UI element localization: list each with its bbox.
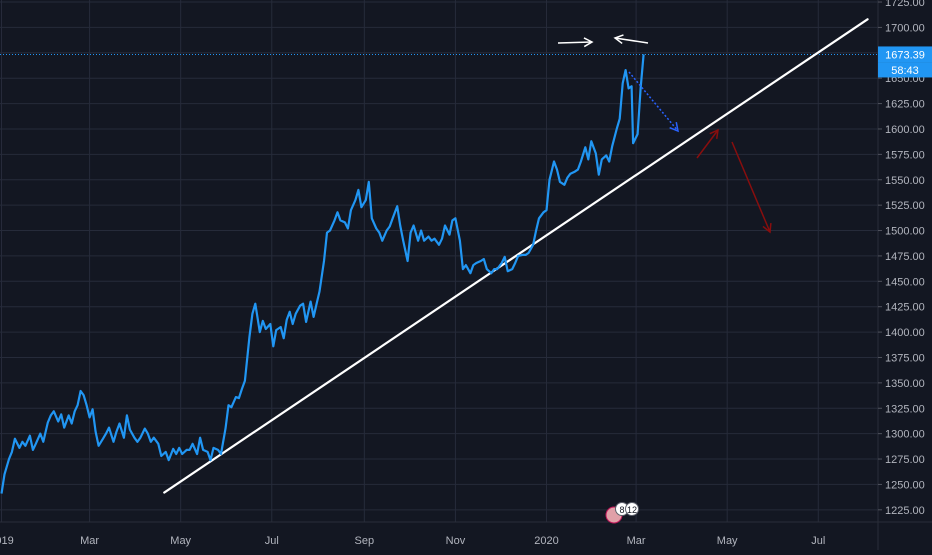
y-tick-label: 1475.00 (885, 251, 925, 263)
x-tick-label: Nov (446, 535, 466, 547)
y-tick-label: 1275.00 (885, 454, 925, 466)
arrow-up-red-icon-head (709, 128, 719, 140)
trendline[interactable] (163, 18, 869, 494)
annotations (557, 34, 772, 234)
y-tick-label: 1600.00 (885, 124, 925, 136)
y-tick-label: 1425.00 (885, 302, 925, 314)
y-tick-label: 1550.00 (885, 175, 925, 187)
arrow-down-blue-icon-shaft (628, 71, 679, 132)
y-tick-label: 1625.00 (885, 99, 925, 111)
event-badge-count: 12 (627, 505, 637, 515)
arrow-down-blue-icon (628, 71, 679, 133)
y-axis-ticks[interactable]: 1225.00 1250.00 1275.00 1300.00 1325.00 1350.… (878, 0, 925, 517)
arrow-up-red-icon (696, 128, 719, 159)
y-tick-label: 1350.00 (885, 378, 925, 390)
last-price-label: 1673.39 (885, 49, 925, 61)
x-tick-label: May (170, 535, 191, 547)
arrow-right-icon-shaft (557, 41, 593, 44)
countdown-label: 58:43 (891, 65, 919, 77)
x-tick-label: Mar (80, 535, 99, 547)
y-tick-label: 1300.00 (885, 429, 925, 441)
x-tick-label: 2019 (0, 535, 14, 547)
arrow-left-icon (613, 34, 649, 45)
y-tick-label: 1525.00 (885, 200, 925, 212)
arrow-up-red-icon-shaft (696, 129, 719, 159)
event-badge-text: 8 (619, 505, 624, 515)
vertical-grid (0, 0, 819, 522)
y-tick-label: 1325.00 (885, 403, 925, 415)
last-price-tag: 1673.39 58:43 (878, 46, 932, 78)
event-badge[interactable]: 8 12 (605, 502, 639, 524)
arrow-down-red-icon-shaft (731, 141, 771, 233)
last-price-tag-bg (878, 46, 932, 63)
event-badge-circle (625, 502, 639, 516)
y-tick-label: 1725.00 (885, 0, 925, 9)
countdown-tag-bg (878, 62, 932, 78)
y-tick-label: 1250.00 (885, 479, 925, 491)
x-tick-label: Jul (811, 535, 825, 547)
x-tick-label: 2020 (534, 535, 558, 547)
arrow-left-icon-head (613, 34, 624, 45)
arrow-down-red-icon-head (762, 222, 772, 234)
x-axis-ticks[interactable]: 2019 Mar May Jul Sep Nov 2020 Mar May Jul (0, 535, 825, 547)
arrow-down-red-icon (731, 141, 772, 234)
y-tick-label: 1225.00 (885, 505, 925, 517)
horizontal-grid (0, 1, 878, 511)
x-tick-label: Mar (627, 535, 646, 547)
arrow-down-blue-icon-head (669, 122, 679, 133)
arrow-right-icon-head (583, 37, 594, 48)
y-tick-label: 1450.00 (885, 276, 925, 288)
y-tick-label: 1400.00 (885, 327, 925, 339)
y-tick-label: 1375.00 (885, 352, 925, 364)
price-series-line[interactable] (0, 54, 645, 494)
arrow-left-icon-shaft (614, 37, 649, 44)
x-tick-label: Jul (265, 535, 279, 547)
x-tick-label: Sep (355, 535, 375, 547)
y-tick-label: 1700.00 (885, 22, 925, 34)
arrow-right-icon (557, 37, 594, 48)
x-tick-label: May (717, 535, 738, 547)
y-tick-label: 1500.00 (885, 226, 925, 238)
y-tick-label: 1575.00 (885, 149, 925, 161)
